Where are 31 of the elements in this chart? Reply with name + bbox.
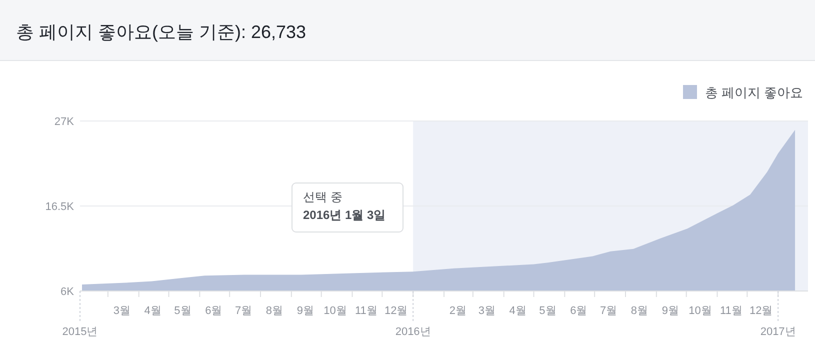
chart-title: 총 페이지 좋아요(오늘 기준): 26,733 xyxy=(16,22,306,42)
y-tick-label: 6K xyxy=(60,286,75,298)
x-tick-label: 9월 xyxy=(296,305,314,317)
x-tick-label: 8월 xyxy=(266,305,284,317)
x-tick-label: 11월 xyxy=(720,305,742,317)
x-tick-label: 6월 xyxy=(205,305,222,317)
annotation: 선택 중 xyxy=(303,190,342,204)
ref-line-label: 2017년 xyxy=(760,326,796,338)
x-tick-label: 10월 xyxy=(324,305,347,317)
ref-line-label: 2016년 xyxy=(395,326,431,338)
x-tick-label: 10월 xyxy=(688,305,712,317)
x-tick-label: 4월 xyxy=(509,305,526,317)
x-tick-label: 6월 xyxy=(570,305,588,317)
y-tick-label: 16.5K xyxy=(45,201,75,213)
x-tick-label: 5월 xyxy=(174,305,192,317)
x-tick-label: 7월 xyxy=(600,305,618,317)
x-tick-label: 8월 xyxy=(630,305,648,317)
x-tick-label: 11월 xyxy=(355,305,378,317)
y-tick-label: 27K xyxy=(54,116,75,128)
annotation: 2016년 1월 3일 xyxy=(303,208,386,222)
x-tick-label: 2월 xyxy=(449,305,467,317)
legend-label: 총 페이지 좋아요 xyxy=(705,85,804,100)
ref-line-label: 2015년 xyxy=(62,326,98,338)
x-tick-label: 9월 xyxy=(662,305,679,317)
x-tick-label: 5월 xyxy=(539,305,556,317)
x-tick-label: 3월 xyxy=(113,305,130,317)
x-tick-label: 12월 xyxy=(750,305,773,317)
x-tick-label: 3월 xyxy=(478,305,496,317)
x-tick-label: 7월 xyxy=(234,305,252,317)
x-tick-label: 12월 xyxy=(384,305,408,317)
x-tick-label: 4월 xyxy=(144,305,162,317)
